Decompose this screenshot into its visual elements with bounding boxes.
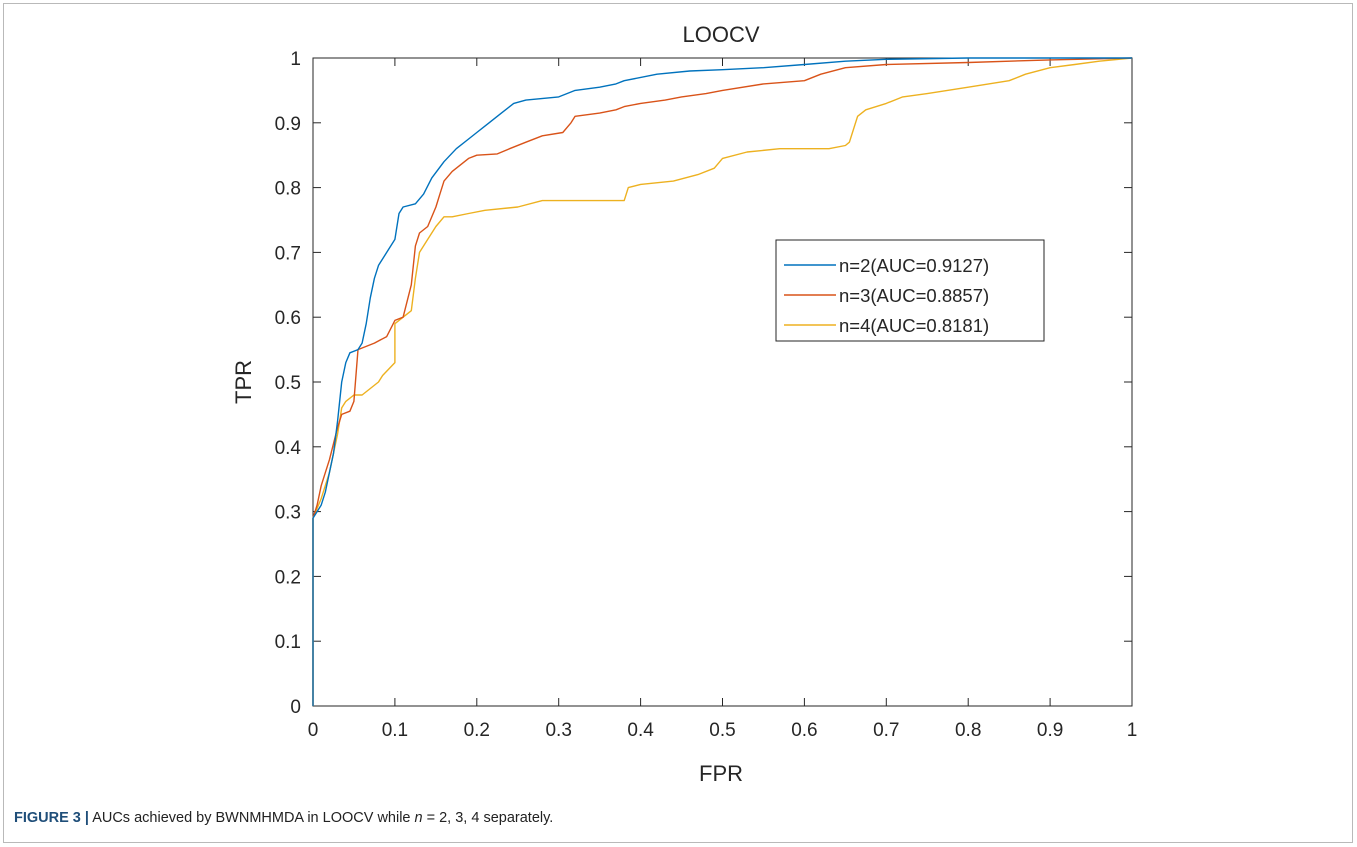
x-tick-label: 0.5 (709, 720, 735, 741)
caption-label: FIGURE 3 | (14, 810, 89, 826)
y-tick-label: 0.4 (275, 438, 302, 459)
x-tick-label: 0.3 (545, 720, 571, 741)
x-tick-label: 0.1 (382, 720, 408, 741)
series-line-2 (312, 57, 1133, 706)
legend-label: n=3(AUC=0.8857) (839, 285, 989, 306)
chart-title: LOOCV (682, 22, 759, 47)
x-tick-label: 0.4 (627, 720, 654, 741)
y-tick-label: 0.6 (275, 308, 301, 329)
y-tick-label: 0.2 (275, 567, 301, 588)
legend-label: n=2(AUC=0.9127) (839, 255, 989, 276)
x-tick-label: 1 (1127, 720, 1138, 741)
x-tick-label: 0.2 (464, 720, 490, 741)
y-tick-label: 0.8 (275, 179, 301, 200)
legend: n=2(AUC=0.9127) n=3(AUC=0.8857) n=4(AUC=0.… (775, 239, 1045, 342)
series-layer (312, 57, 1133, 706)
figure-frame (3, 3, 1353, 843)
x-tick-label: 0.8 (955, 720, 981, 741)
caption-text-before: AUCs achieved by BWNMHMDA in LOOCV while (88, 810, 415, 826)
series-line-3 (312, 57, 1133, 706)
y-tick-label: 0.5 (275, 373, 301, 394)
legend-box (775, 239, 1045, 342)
y-tick-label: 1 (290, 49, 301, 70)
legend-label: n=4(AUC=0.8181) (839, 315, 989, 336)
plot-area (312, 57, 1133, 707)
x-tick-label: 0 (308, 720, 319, 741)
x-axis-label: FPR (699, 761, 743, 786)
axis-ticks: 0 0.1 0.2 0.3 0.4 0.5 0.6 0.7 0.8 0.9 1 0 0.1 0.2 0.3 0… (275, 49, 1138, 741)
series-line-1 (312, 57, 1132, 706)
y-tick-label: 0.1 (275, 632, 301, 653)
y-tick-label: 0.3 (275, 503, 301, 524)
x-tick-label: 0.7 (873, 720, 899, 741)
caption-variable: n (414, 810, 423, 826)
caption-text-after: = 2, 3, 4 separately. (422, 810, 554, 826)
figure-caption: FIGURE 3 | AUCs achieved by BWNMHMDA in … (14, 810, 553, 826)
y-tick-label: 0.9 (275, 114, 301, 135)
y-axis-label: TPR (231, 360, 256, 404)
y-tick-label: 0.7 (275, 243, 301, 264)
y-tick-label: 0 (290, 697, 301, 718)
x-tick-label: 0.9 (1037, 720, 1063, 741)
x-tick-label: 0.6 (791, 720, 817, 741)
